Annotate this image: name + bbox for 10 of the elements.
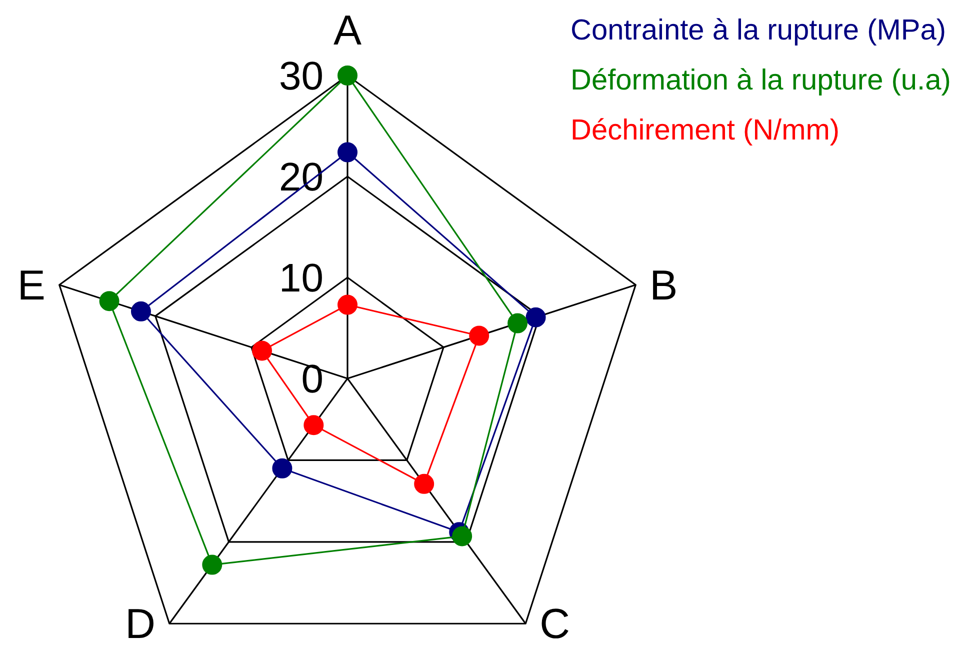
text: Déformation à la rupture (u.a) [570, 64, 951, 96]
spoke-label: A [333, 6, 362, 54]
text: Déchirement (N/mm) [570, 114, 840, 146]
spoke-label: E [17, 261, 46, 308]
spoke-label: B [650, 261, 678, 308]
y-tick-label: 30 [279, 54, 324, 98]
text: Contrainte à la rupture (MPa) [570, 14, 946, 46]
y-tick-label: 10 [279, 256, 324, 300]
spoke-label: D [125, 600, 156, 648]
spoke-label: C [540, 600, 570, 648]
